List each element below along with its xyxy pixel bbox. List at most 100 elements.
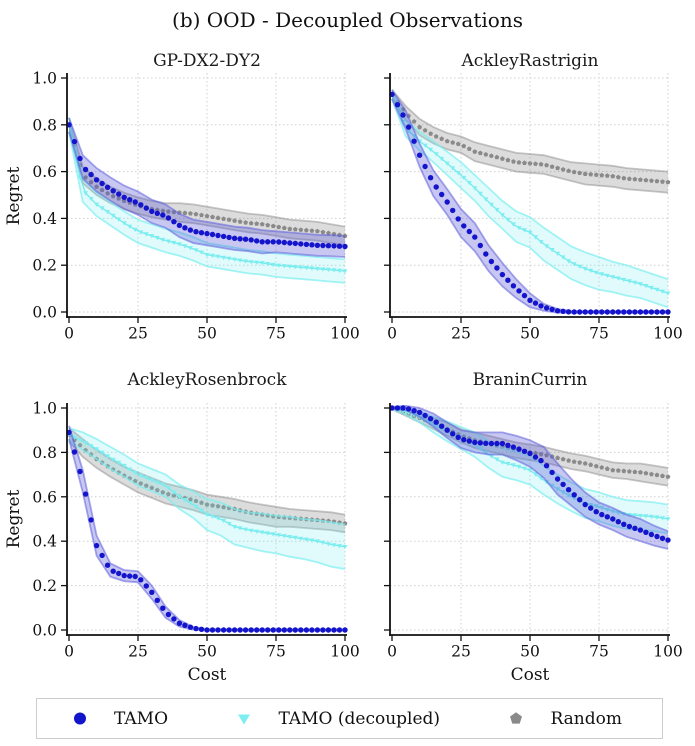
- series-tamo: [66, 117, 348, 258]
- band-random: [392, 89, 668, 193]
- svg-text:0.6: 0.6: [32, 163, 57, 181]
- svg-text:0: 0: [387, 325, 397, 343]
- svg-text:75: 75: [589, 643, 609, 661]
- svg-text:0.0: 0.0: [32, 622, 57, 640]
- svg-text:0.8: 0.8: [32, 444, 57, 462]
- band-upper-edge: [391, 406, 669, 469]
- svg-text:75: 75: [589, 325, 609, 343]
- band-upper-edge: [68, 117, 346, 228]
- subplot-title-ackleyrastrigin: AckleyRastrigin: [461, 51, 599, 71]
- band-lower-edge: [68, 131, 346, 284]
- decoupled-marker-shape: [238, 714, 251, 725]
- svg-text:100: 100: [653, 325, 683, 343]
- figure-title: (b) OOD - Decoupled Observations: [172, 8, 523, 32]
- svg-text:100: 100: [330, 325, 360, 343]
- svg-text:25: 25: [451, 643, 471, 661]
- markers-decoupled: [66, 432, 348, 550]
- legend-item-tamo-decoupled: TAMO (decoupled): [237, 709, 440, 729]
- random-pentagon-marker-icon: [510, 712, 523, 724]
- band-decoupled: [69, 117, 345, 283]
- markers-tamo: [66, 429, 348, 633]
- subplot-AckleyRastrigin: 0 25 50 75 100: [384, 73, 683, 343]
- gridlines: [67, 403, 347, 635]
- series-tamo: [389, 89, 671, 315]
- svg-text:25: 25: [128, 325, 148, 343]
- band-tamo: [69, 425, 345, 631]
- band-upper-edge: [391, 404, 669, 533]
- series-decoupled: [66, 427, 348, 570]
- subplot-title-gp-dx2-dy2: GP-DX2-DY2: [153, 51, 261, 71]
- svg-text:50: 50: [520, 643, 540, 661]
- svg-text:0.4: 0.4: [32, 210, 57, 228]
- subplot-title-ackleyrosenbrock: AckleyRosenbrock: [127, 370, 287, 390]
- random-marker-shape: [510, 712, 523, 724]
- band-random: [392, 406, 668, 486]
- tamo-circle-marker-icon: [74, 712, 86, 725]
- svg-text:0.8: 0.8: [32, 116, 57, 134]
- tick-marks: [384, 77, 669, 323]
- tick-labels: 0.0 0.2 0.4 0.6 0.8 1.0 0 25 50 75 100: [32, 400, 359, 661]
- tick-labels: 0 25 50 75 100: [387, 643, 683, 661]
- band-lower-edge: [391, 408, 669, 535]
- subplot-AckleyRosenbrock: 0.0 0.2 0.4 0.6 0.8 1.0 0 25 50 75 100: [32, 400, 359, 661]
- band-lower-edge: [391, 408, 669, 550]
- decoupled-triangle-down-marker-icon: [238, 714, 251, 725]
- x-axis-label-right: Cost: [510, 665, 550, 685]
- markers-tamo: [389, 91, 671, 315]
- svg-text:0.4: 0.4: [32, 533, 57, 551]
- tick-labels: 0 25 50 75 100: [387, 325, 683, 343]
- legend-item-random: Random: [509, 709, 622, 729]
- tick-marks: [384, 407, 669, 641]
- tick-marks: [61, 407, 346, 641]
- gridlines: [67, 73, 347, 317]
- svg-text:50: 50: [197, 643, 217, 661]
- band-lower-edge: [391, 98, 669, 309]
- band-upper-edge: [391, 89, 669, 281]
- legend-label-tamo: TAMO: [114, 708, 169, 729]
- y-axis-label-top: Regret: [4, 166, 24, 226]
- plots-canvas: 0.00.20.40.60.81.00 25 50 75 100 0 25 50 75 1000.…: [32, 70, 683, 661]
- markers-tamo: [66, 122, 348, 250]
- svg-text:75: 75: [266, 325, 286, 343]
- tick-labels: 0.0 0.2 0.4 0.6 0.8 1.0 0 25 50 75 100: [32, 70, 359, 343]
- band-random: [69, 117, 345, 246]
- svg-text:0: 0: [64, 643, 74, 661]
- band-lower-edge: [68, 440, 346, 570]
- svg-text:100: 100: [330, 643, 360, 661]
- svg-text:0: 0: [64, 325, 74, 343]
- legend-item-tamo: TAMO: [73, 709, 168, 729]
- subplot-BraninCurrin: 0 25 50 75 100: [384, 403, 683, 661]
- svg-text:1.0: 1.0: [32, 400, 57, 418]
- svg-text:0.2: 0.2: [32, 577, 57, 595]
- band-upper-edge: [68, 427, 346, 516]
- svg-text:25: 25: [451, 325, 471, 343]
- y-axis-label-bottom: Regret: [4, 489, 24, 549]
- series-random: [66, 427, 348, 534]
- subplot-GP-DX2-DY2: 0.0 0.2 0.4 0.6 0.8 1.0 0 25 50 75 100: [32, 70, 359, 343]
- svg-text:0.0: 0.0: [32, 304, 57, 322]
- legend: TAMO TAMO (decoupled) Random: [36, 698, 663, 739]
- tick-marks: [61, 77, 346, 323]
- subplot-title-branincurrin: BraninCurrin: [472, 370, 588, 390]
- series-tamo: [66, 425, 348, 633]
- gridlines: [390, 403, 670, 635]
- svg-text:25: 25: [128, 643, 148, 661]
- band-decoupled: [69, 428, 345, 569]
- svg-text:50: 50: [520, 325, 540, 343]
- band-tamo: [392, 405, 668, 549]
- svg-text:75: 75: [266, 643, 286, 661]
- legend-label-tamo-decoupled: TAMO (decoupled): [278, 708, 441, 729]
- svg-text:0.2: 0.2: [32, 257, 57, 275]
- svg-text:0.6: 0.6: [32, 488, 57, 506]
- markers-tamo: [389, 405, 671, 543]
- markers-decoupled: [66, 123, 348, 274]
- band-upper-edge: [68, 117, 346, 261]
- band-upper-edge: [391, 89, 669, 173]
- svg-text:100: 100: [653, 643, 683, 661]
- svg-text:1.0: 1.0: [32, 70, 57, 88]
- x-axis-label-left: Cost: [187, 665, 227, 685]
- svg-text:50: 50: [197, 325, 217, 343]
- band-upper-edge: [68, 427, 346, 526]
- legend-label-random: Random: [550, 708, 622, 729]
- series-decoupled: [66, 117, 348, 284]
